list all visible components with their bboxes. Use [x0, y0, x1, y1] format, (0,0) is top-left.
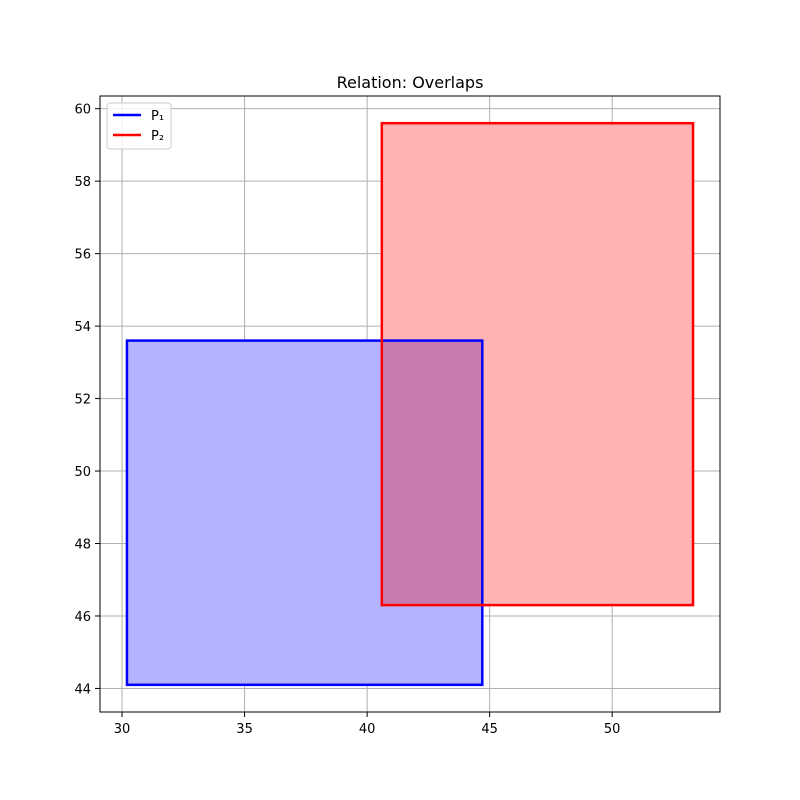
chart-title: Relation: Overlaps: [337, 73, 484, 92]
plot-rectangles: [125, 121, 695, 687]
y-tick-label: 56: [74, 248, 91, 263]
rect-edge-2: [380, 121, 695, 607]
y-tick-label: 48: [74, 538, 91, 553]
x-tick-label: 35: [236, 722, 253, 737]
y-tick-label: 58: [74, 175, 91, 190]
y-tick-label: 50: [74, 465, 91, 480]
y-tick-label: 46: [74, 610, 91, 625]
legend-label-2: P₂: [151, 129, 164, 144]
y-tick-label: 60: [74, 103, 91, 118]
overlap-region: [381, 340, 483, 606]
y-tick-label: 52: [74, 393, 91, 408]
y-tick-label: 44: [74, 682, 91, 697]
x-tick-label: 30: [114, 722, 131, 737]
legend-label-1: P₁: [151, 109, 164, 124]
y-tick-label: 54: [74, 320, 91, 335]
legend: P₁ P₂: [106, 102, 172, 150]
axis-ticks: 30 35 40 45 50 44 46 48 50 52 54 56 58 60: [74, 103, 620, 737]
rect-edge-1: [125, 339, 484, 687]
x-tick-label: 50: [604, 722, 621, 737]
x-tick-label: 40: [359, 722, 376, 737]
plot-frame: [99, 95, 721, 713]
x-tick-label: 45: [481, 722, 498, 737]
